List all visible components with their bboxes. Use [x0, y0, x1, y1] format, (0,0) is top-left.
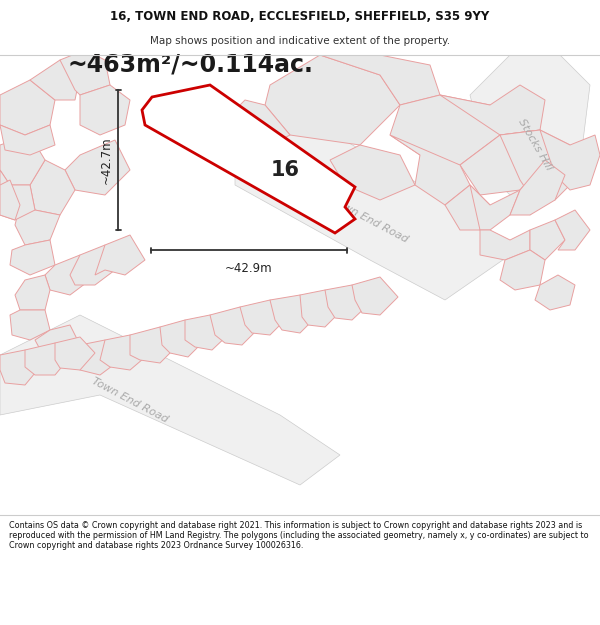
Polygon shape: [10, 240, 55, 275]
Polygon shape: [535, 275, 575, 310]
Polygon shape: [0, 350, 40, 385]
Polygon shape: [265, 55, 400, 145]
Polygon shape: [80, 85, 130, 135]
Text: ~463m²/~0.114ac.: ~463m²/~0.114ac.: [67, 53, 313, 77]
Text: 16, TOWN END ROAD, ECCLESFIELD, SHEFFIELD, S35 9YY: 16, TOWN END ROAD, ECCLESFIELD, SHEFFIEL…: [110, 10, 490, 23]
Polygon shape: [510, 160, 565, 215]
Polygon shape: [470, 55, 590, 215]
Polygon shape: [100, 335, 150, 370]
Polygon shape: [540, 130, 600, 190]
Polygon shape: [555, 210, 590, 250]
Polygon shape: [330, 145, 415, 200]
Polygon shape: [440, 85, 545, 135]
Text: Map shows position and indicative extent of the property.: Map shows position and indicative extent…: [150, 36, 450, 46]
Polygon shape: [0, 135, 45, 185]
Text: Stocks Hill: Stocks Hill: [516, 118, 554, 172]
Polygon shape: [0, 170, 35, 220]
Text: 16: 16: [271, 160, 299, 180]
Polygon shape: [0, 180, 20, 220]
Polygon shape: [500, 130, 580, 200]
Polygon shape: [45, 255, 90, 295]
Polygon shape: [390, 95, 500, 165]
Polygon shape: [35, 325, 80, 357]
Text: Contains OS data © Crown copyright and database right 2021. This information is : Contains OS data © Crown copyright and d…: [9, 521, 589, 550]
Polygon shape: [390, 135, 470, 205]
Polygon shape: [30, 160, 75, 215]
Polygon shape: [300, 290, 342, 327]
Polygon shape: [95, 235, 145, 275]
Polygon shape: [325, 285, 370, 320]
Polygon shape: [0, 80, 55, 135]
Polygon shape: [240, 300, 288, 335]
Polygon shape: [500, 250, 545, 290]
Polygon shape: [235, 120, 510, 300]
Polygon shape: [10, 310, 50, 340]
Polygon shape: [470, 185, 520, 230]
Polygon shape: [15, 275, 50, 310]
Polygon shape: [352, 277, 398, 315]
Text: Town End Road: Town End Road: [90, 376, 170, 424]
Polygon shape: [0, 125, 55, 155]
Polygon shape: [30, 60, 80, 100]
Polygon shape: [270, 295, 318, 333]
Polygon shape: [65, 140, 130, 195]
Polygon shape: [130, 327, 178, 363]
Polygon shape: [530, 220, 565, 260]
Polygon shape: [480, 230, 530, 260]
Polygon shape: [320, 55, 440, 105]
Polygon shape: [210, 307, 260, 345]
Polygon shape: [70, 340, 120, 375]
Polygon shape: [70, 245, 115, 285]
Polygon shape: [460, 130, 545, 195]
Polygon shape: [25, 343, 70, 375]
Polygon shape: [55, 337, 95, 370]
Polygon shape: [15, 205, 60, 245]
Polygon shape: [445, 185, 490, 230]
Polygon shape: [142, 85, 355, 233]
Polygon shape: [160, 320, 205, 357]
Text: Town End Road: Town End Road: [330, 196, 410, 244]
Polygon shape: [0, 315, 340, 485]
Polygon shape: [225, 100, 290, 150]
Polygon shape: [60, 50, 110, 95]
Polygon shape: [185, 315, 230, 350]
Text: ~42.9m: ~42.9m: [225, 262, 273, 275]
Text: ~42.7m: ~42.7m: [100, 136, 113, 184]
